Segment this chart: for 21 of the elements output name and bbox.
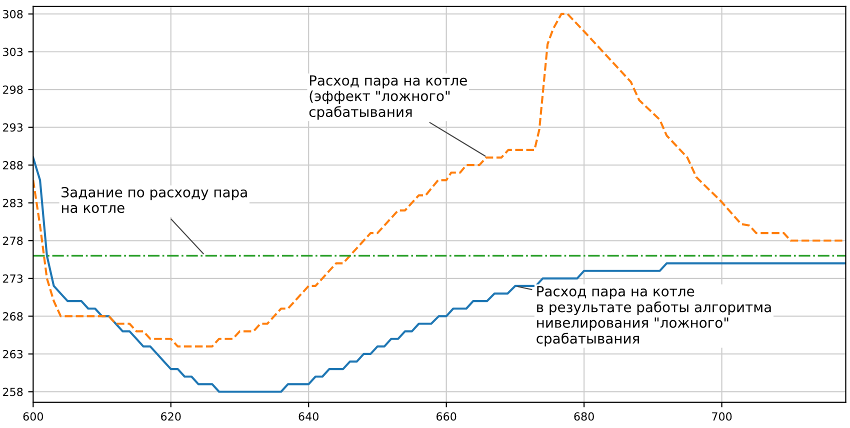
y-tick-label: 308: [3, 10, 23, 18]
line-series: [33, 156, 846, 393]
y-tick-label: 278: [3, 236, 23, 246]
y-tick-label: 293: [3, 123, 23, 132]
x-tick-label: 700: [712, 412, 732, 421]
x-tick-label: 640: [298, 412, 318, 421]
x-tick-label: 600: [23, 412, 44, 421]
x-tick-label: 660: [436, 412, 456, 421]
x-tick-label: 620: [161, 412, 181, 421]
y-tick-label: 268: [3, 312, 23, 321]
x-tick-label: 680: [574, 412, 594, 421]
y-tick-label: 283: [3, 198, 23, 208]
annotation: Расход пара на котле (эффект "ложного" срабатывания: [309, 75, 467, 120]
y-tick-label: 298: [3, 86, 23, 94]
annotation: Задание по расходу пара на котле: [62, 186, 247, 214]
y-tick-label: 288: [3, 161, 23, 170]
y-tick-label: 273: [3, 274, 23, 283]
y-tick-label: 258: [3, 388, 23, 396]
annotation: Расход пара на котле в результате работы алгоритма нивелирования "ложного" срабатывания: [536, 286, 771, 346]
y-tick-label: 263: [3, 350, 23, 358]
y-tick-label: 303: [3, 48, 23, 56]
